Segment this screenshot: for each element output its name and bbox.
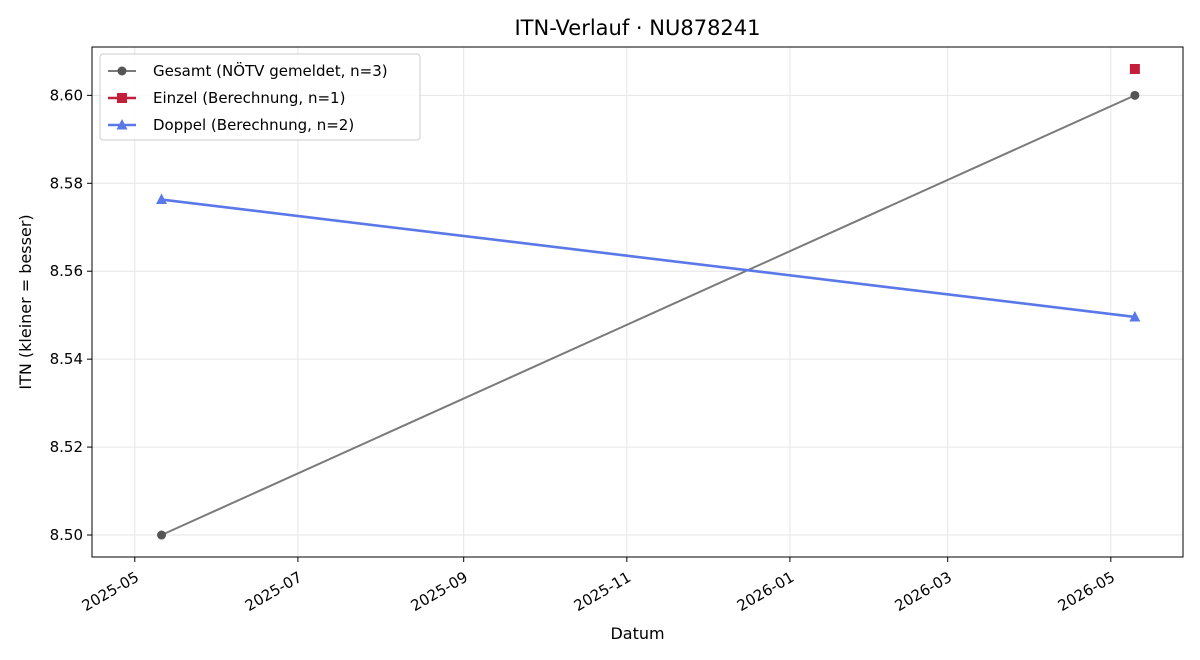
series-layer <box>156 63 1141 540</box>
x-tick-label: 2025-05 <box>79 568 142 615</box>
series-1 <box>157 90 1140 540</box>
x-tick-label: 2025-11 <box>571 568 634 615</box>
data-point <box>1129 310 1141 322</box>
x-tick-label: 2025-07 <box>242 568 305 615</box>
x-tick-label: 2026-01 <box>734 568 797 615</box>
legend-item: Doppel (Berechnung, n=2) <box>108 116 354 134</box>
legend-label: Doppel (Berechnung, n=2) <box>153 116 354 134</box>
grid-lines <box>92 47 1183 557</box>
y-tick-label: 8.50 <box>50 526 83 544</box>
chart-title: ITN-Verlauf · NU878241 <box>514 16 760 40</box>
y-axis-title: ITN (kleiner = besser) <box>16 214 35 389</box>
x-tick-label: 2026-05 <box>1055 568 1118 615</box>
legend-marker <box>116 119 128 130</box>
y-tick-label: 8.54 <box>50 350 83 368</box>
y-axis: 8.50 8.52 8.54 8.56 8.58 8.60 <box>50 86 92 544</box>
data-point <box>156 193 168 205</box>
plot-frame <box>91 46 1184 558</box>
y-tick-label: 8.52 <box>50 438 83 456</box>
x-tick-label: 2026-03 <box>892 568 955 615</box>
series-3 <box>156 193 1141 322</box>
data-point <box>1129 63 1140 74</box>
legend-item: Gesamt (NÖTV gemeldet, n=3) <box>108 61 388 80</box>
legend-label: Einzel (Berechnung, n=1) <box>153 89 345 107</box>
legend-item: Einzel (Berechnung, n=1) <box>108 89 345 107</box>
y-tick-label: 8.56 <box>50 262 83 280</box>
x-tick-label: 2025-09 <box>408 568 471 615</box>
legend-marker <box>117 93 127 103</box>
series-line <box>161 198 1136 319</box>
legend: Gesamt (NÖTV gemeldet, n=3) Einzel (Berec… <box>99 53 421 141</box>
data-point <box>1130 90 1140 100</box>
x-axis-title: Datum <box>610 624 664 643</box>
legend-label: Gesamt (NÖTV gemeldet, n=3) <box>153 61 388 80</box>
legend-box <box>99 53 421 141</box>
series-line <box>161 94 1136 536</box>
legend-marker <box>117 66 127 76</box>
y-tick-label: 8.60 <box>50 86 83 104</box>
data-point <box>157 530 167 540</box>
x-axis: 2025-05 2025-07 2025-09 2025-11 2026-01 2026-… <box>79 557 1118 615</box>
series-2 <box>1129 63 1140 74</box>
y-tick-label: 8.58 <box>50 174 83 192</box>
